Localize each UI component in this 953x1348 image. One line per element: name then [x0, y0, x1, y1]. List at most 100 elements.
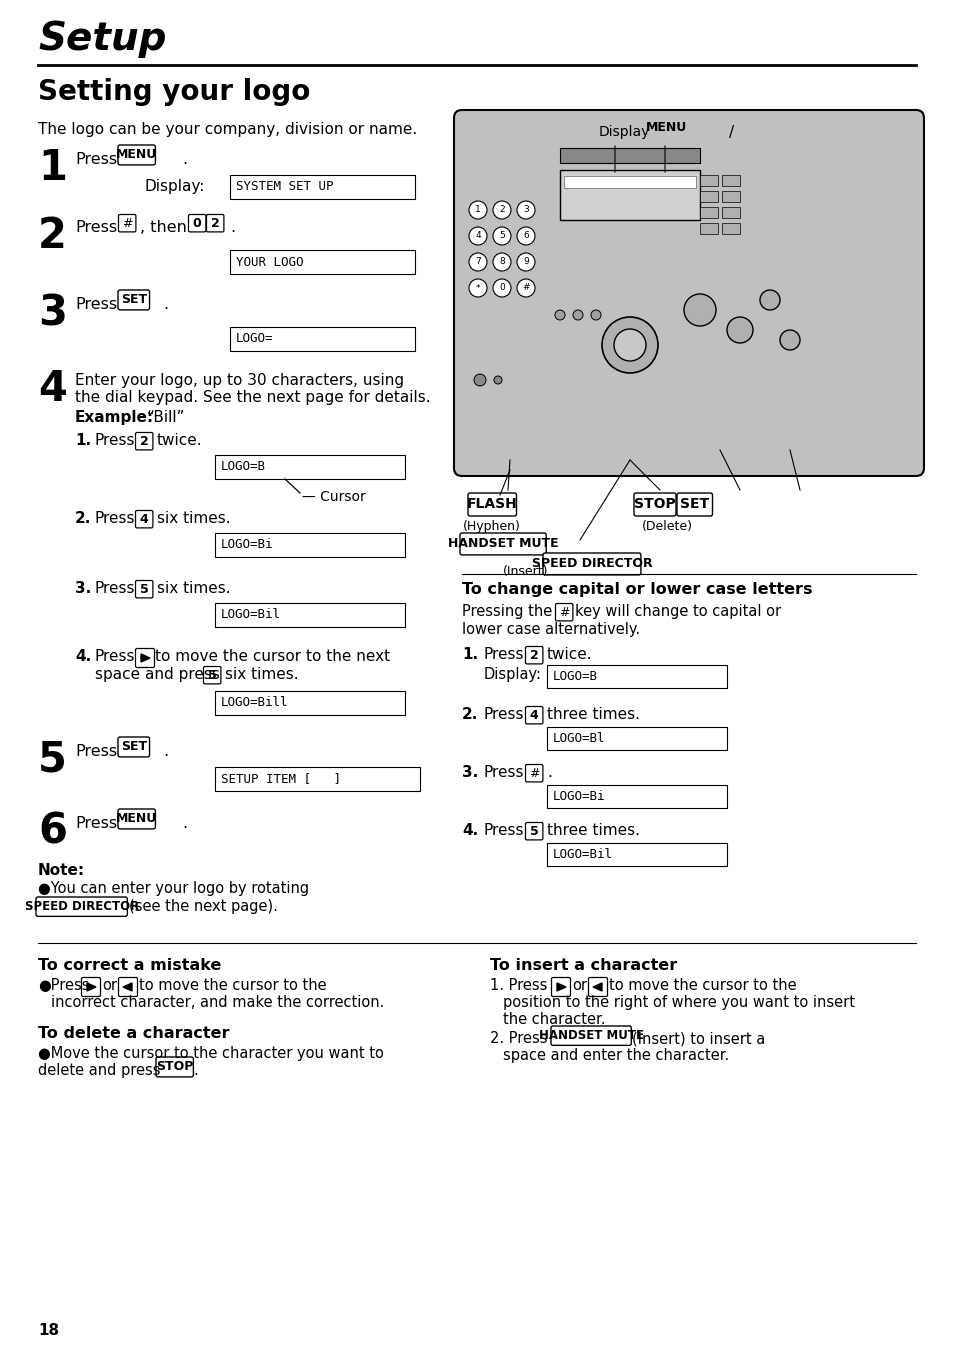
Text: 2: 2 — [529, 648, 538, 662]
Bar — [214, 456, 405, 479]
Text: SET: SET — [679, 497, 709, 511]
Text: 2: 2 — [140, 434, 149, 448]
FancyBboxPatch shape — [36, 896, 127, 917]
Bar — [563, 177, 696, 187]
Text: Press: Press — [95, 511, 135, 526]
Text: six times.: six times. — [157, 581, 231, 596]
Text: MENU: MENU — [645, 121, 686, 135]
Bar — [230, 249, 415, 274]
Text: Example:: Example: — [75, 410, 154, 425]
Text: ●Move the cursor to the character you want to: ●Move the cursor to the character you wa… — [38, 1046, 383, 1061]
Circle shape — [469, 253, 486, 271]
FancyBboxPatch shape — [525, 764, 542, 782]
Text: #: # — [558, 605, 569, 619]
Text: lower case alternatively.: lower case alternatively. — [461, 621, 639, 638]
Text: LOGO=Bi: LOGO=Bi — [553, 790, 605, 803]
Text: 3: 3 — [522, 205, 528, 214]
Circle shape — [493, 201, 511, 218]
Text: 5: 5 — [38, 739, 67, 780]
Text: space and enter the character.: space and enter the character. — [502, 1047, 728, 1064]
Text: To delete a character: To delete a character — [38, 1026, 230, 1041]
Circle shape — [780, 330, 800, 350]
Text: 5: 5 — [498, 232, 504, 240]
Text: 4: 4 — [140, 512, 149, 526]
Text: 6: 6 — [38, 811, 67, 853]
Text: 18: 18 — [38, 1322, 59, 1339]
Text: Press: Press — [95, 581, 135, 596]
Text: Press: Press — [95, 433, 135, 448]
FancyBboxPatch shape — [118, 214, 135, 232]
Text: The logo can be your company, division or name.: The logo can be your company, division o… — [38, 123, 416, 137]
Text: STOP: STOP — [156, 1061, 193, 1073]
Text: LOGO=Bl: LOGO=Bl — [553, 732, 605, 745]
Text: SET: SET — [121, 294, 147, 306]
Text: LOGO=Bi: LOGO=Bi — [221, 538, 274, 551]
Text: incorrect character, and make the correction.: incorrect character, and make the correc… — [51, 995, 384, 1010]
FancyBboxPatch shape — [118, 737, 150, 756]
Text: 2: 2 — [211, 217, 219, 229]
FancyBboxPatch shape — [634, 493, 676, 516]
Circle shape — [517, 253, 535, 271]
FancyBboxPatch shape — [135, 433, 152, 450]
Circle shape — [614, 329, 645, 361]
Circle shape — [683, 294, 716, 326]
FancyBboxPatch shape — [525, 822, 542, 840]
Text: 4: 4 — [475, 232, 480, 240]
FancyBboxPatch shape — [677, 493, 712, 516]
Text: twice.: twice. — [157, 433, 202, 448]
Text: 4: 4 — [529, 709, 538, 721]
FancyBboxPatch shape — [542, 553, 640, 574]
Text: six times.: six times. — [157, 511, 231, 526]
Text: ●You can enter your logo by rotating: ●You can enter your logo by rotating — [38, 882, 309, 896]
Text: or: or — [572, 979, 586, 993]
Text: LOGO=Bil: LOGO=Bil — [221, 608, 281, 621]
Bar — [546, 785, 726, 807]
FancyBboxPatch shape — [118, 977, 137, 996]
Text: 2.: 2. — [75, 511, 91, 526]
Bar — [546, 665, 726, 687]
Text: the dial keypad. See the next page for details.: the dial keypad. See the next page for d… — [75, 390, 430, 404]
Text: (Delete): (Delete) — [641, 520, 693, 532]
Text: Display:: Display: — [145, 179, 205, 194]
Polygon shape — [740, 124, 748, 132]
Polygon shape — [87, 983, 96, 991]
Text: Press: Press — [483, 647, 524, 662]
Bar — [214, 692, 405, 714]
Text: 2.: 2. — [461, 706, 477, 723]
Bar — [721, 175, 740, 186]
Text: — Cursor: — Cursor — [302, 491, 365, 504]
Text: Press: Press — [95, 648, 135, 665]
Polygon shape — [123, 983, 132, 991]
Text: (Hyphen): (Hyphen) — [463, 520, 520, 532]
Text: SPEED DIRECTOR: SPEED DIRECTOR — [531, 558, 652, 570]
FancyBboxPatch shape — [735, 119, 754, 137]
Text: 3: 3 — [38, 293, 67, 334]
Text: To correct a mistake: To correct a mistake — [38, 958, 221, 973]
Circle shape — [760, 290, 780, 310]
Text: 5: 5 — [140, 582, 149, 596]
Polygon shape — [593, 983, 601, 991]
Bar — [559, 148, 700, 163]
Text: 2: 2 — [38, 214, 67, 257]
Text: 0: 0 — [498, 283, 504, 293]
Bar — [546, 727, 726, 749]
Text: ●Press: ●Press — [38, 979, 90, 993]
FancyBboxPatch shape — [135, 511, 152, 528]
Text: .: . — [193, 1064, 198, 1078]
Circle shape — [601, 317, 658, 373]
Text: 4.: 4. — [461, 824, 477, 838]
Text: Setup: Setup — [38, 20, 167, 58]
Text: MENU: MENU — [116, 813, 157, 825]
FancyBboxPatch shape — [525, 647, 542, 665]
Text: LOGO=B: LOGO=B — [221, 461, 266, 473]
Text: Press: Press — [75, 297, 117, 311]
Text: , then: , then — [140, 220, 187, 235]
FancyBboxPatch shape — [551, 1026, 631, 1045]
Text: Press: Press — [75, 152, 117, 167]
Bar — [214, 532, 405, 557]
Text: to move the cursor to the next: to move the cursor to the next — [154, 648, 390, 665]
Text: HANDSET MUTE: HANDSET MUTE — [447, 538, 558, 550]
Text: twice.: twice. — [546, 647, 592, 662]
FancyBboxPatch shape — [525, 706, 542, 724]
Text: 3.: 3. — [461, 766, 477, 780]
